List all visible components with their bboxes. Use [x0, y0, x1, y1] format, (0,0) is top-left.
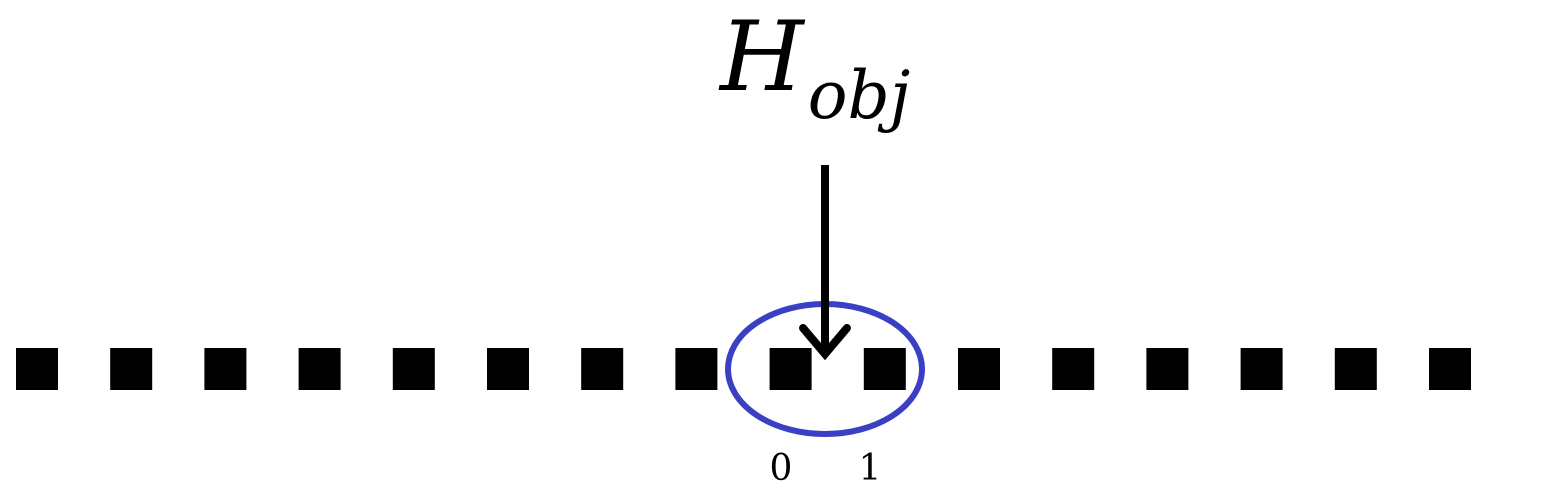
- down-arrow: [799, 165, 851, 361]
- lattice-cell: [204, 348, 247, 390]
- index-label-1: 1: [859, 448, 882, 489]
- lattice-cell: [581, 348, 624, 390]
- lattice-cell: [1429, 348, 1471, 390]
- lattice-cell: [1334, 348, 1377, 390]
- lattice-cell: [675, 348, 718, 390]
- lattice-cell: [487, 348, 529, 390]
- lattice-cell: [863, 348, 906, 390]
- index-label-0: 0: [770, 448, 793, 489]
- lattice-cell: [1240, 348, 1283, 390]
- lattice-cell: [1146, 348, 1189, 390]
- arrow-head: [799, 324, 851, 361]
- object-label: Hobj: [718, 1, 910, 134]
- lattice-cell: [392, 348, 435, 390]
- object-label-subscript: obj: [808, 57, 910, 134]
- lattice-cell: [16, 348, 58, 390]
- lattice-cells: [16, 348, 1471, 390]
- lattice-cell: [298, 348, 341, 390]
- lattice-cell: [769, 348, 812, 390]
- object-label-base: H: [718, 1, 806, 113]
- lattice-cell: [110, 348, 153, 390]
- lattice-cell: [958, 348, 1000, 390]
- lattice-cell: [1052, 348, 1095, 390]
